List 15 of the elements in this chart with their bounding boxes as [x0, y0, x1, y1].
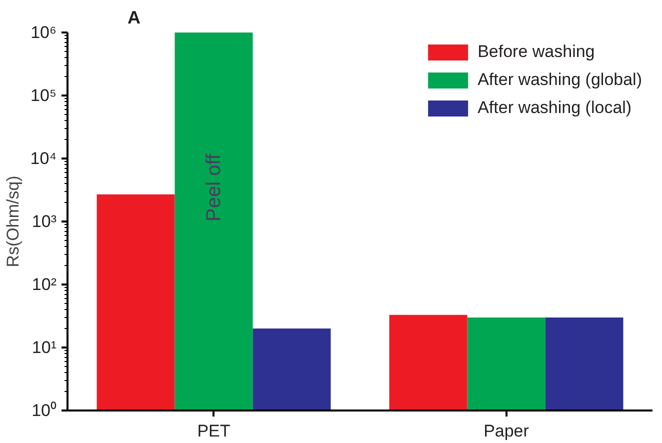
y-tick-label: 10⁵	[30, 86, 57, 105]
y-tick-label: 10⁴	[30, 149, 57, 168]
legend-label: After washing (global)	[478, 70, 642, 90]
y-tick-label: 10¹	[32, 338, 57, 357]
x-tick-label: PET	[197, 422, 230, 440]
x-tick-label: Paper	[484, 422, 530, 440]
y-axis-title: Rs(Ohm/sq)	[3, 176, 22, 268]
legend-label: After washing (local)	[478, 98, 632, 118]
y-tick-label: 10³	[32, 212, 57, 231]
y-tick-label: 10⁶	[30, 23, 57, 42]
y-tick-label: 10²	[32, 275, 57, 294]
chart-title: A	[128, 8, 140, 28]
y-tick-label: 10⁰	[32, 401, 57, 420]
annotation: Peel off	[202, 154, 225, 222]
legend-label: Before washing	[478, 42, 595, 62]
